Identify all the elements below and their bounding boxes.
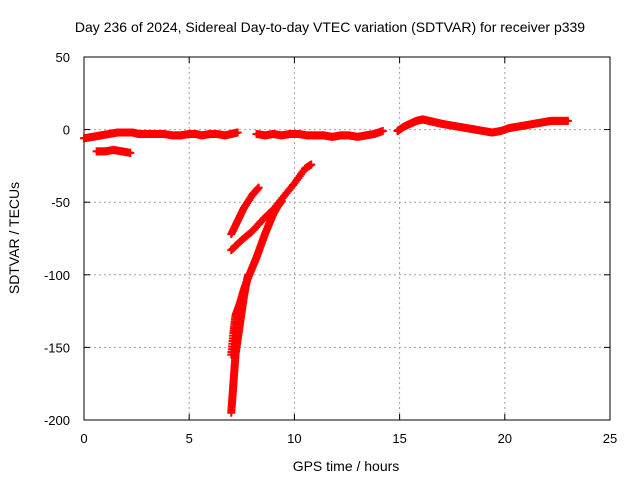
series-sdtvar-diag [227, 160, 316, 255]
data-point [233, 128, 242, 137]
data-point [378, 127, 387, 136]
series-sdtvar-main [80, 128, 242, 143]
y-tick-label: -100 [44, 268, 70, 283]
series-sdtvar-short [227, 183, 263, 239]
data-point [563, 116, 572, 125]
grid [84, 57, 610, 420]
x-axis-label: GPS time / hours [293, 458, 400, 474]
series-sdtvar-low [92, 145, 135, 157]
y-tick-label: -150 [44, 340, 70, 355]
data-point [126, 148, 135, 157]
chart-title: Day 236 of 2024, Sidereal Day-to-day VTE… [75, 19, 585, 35]
y-tick-label: 0 [63, 123, 70, 138]
y-axis-ticks: -200 -150 -100 -50 0 50 [44, 50, 610, 428]
y-axis-label: SDTVAR / TECUs [6, 182, 22, 294]
data-point [254, 183, 263, 192]
x-axis-ticks: 0 5 10 15 20 25 [80, 57, 617, 446]
series-sdtvar-late [393, 115, 572, 137]
data-point [307, 160, 316, 169]
x-tick-label: 0 [80, 431, 87, 446]
x-tick-label: 15 [392, 431, 406, 446]
data-points [80, 115, 572, 417]
y-tick-label: -50 [51, 195, 70, 210]
data-point [244, 270, 253, 279]
x-tick-label: 5 [186, 431, 193, 446]
x-tick-label: 20 [498, 431, 512, 446]
y-tick-label: -200 [44, 413, 70, 428]
plot-area-frame [83, 56, 611, 421]
series-sdtvar-arc-b [227, 270, 253, 417]
x-tick-label: 25 [603, 431, 617, 446]
x-tick-label: 10 [287, 431, 301, 446]
series-sdtvar-mid [252, 127, 387, 141]
y-tick-label: 50 [56, 50, 70, 65]
